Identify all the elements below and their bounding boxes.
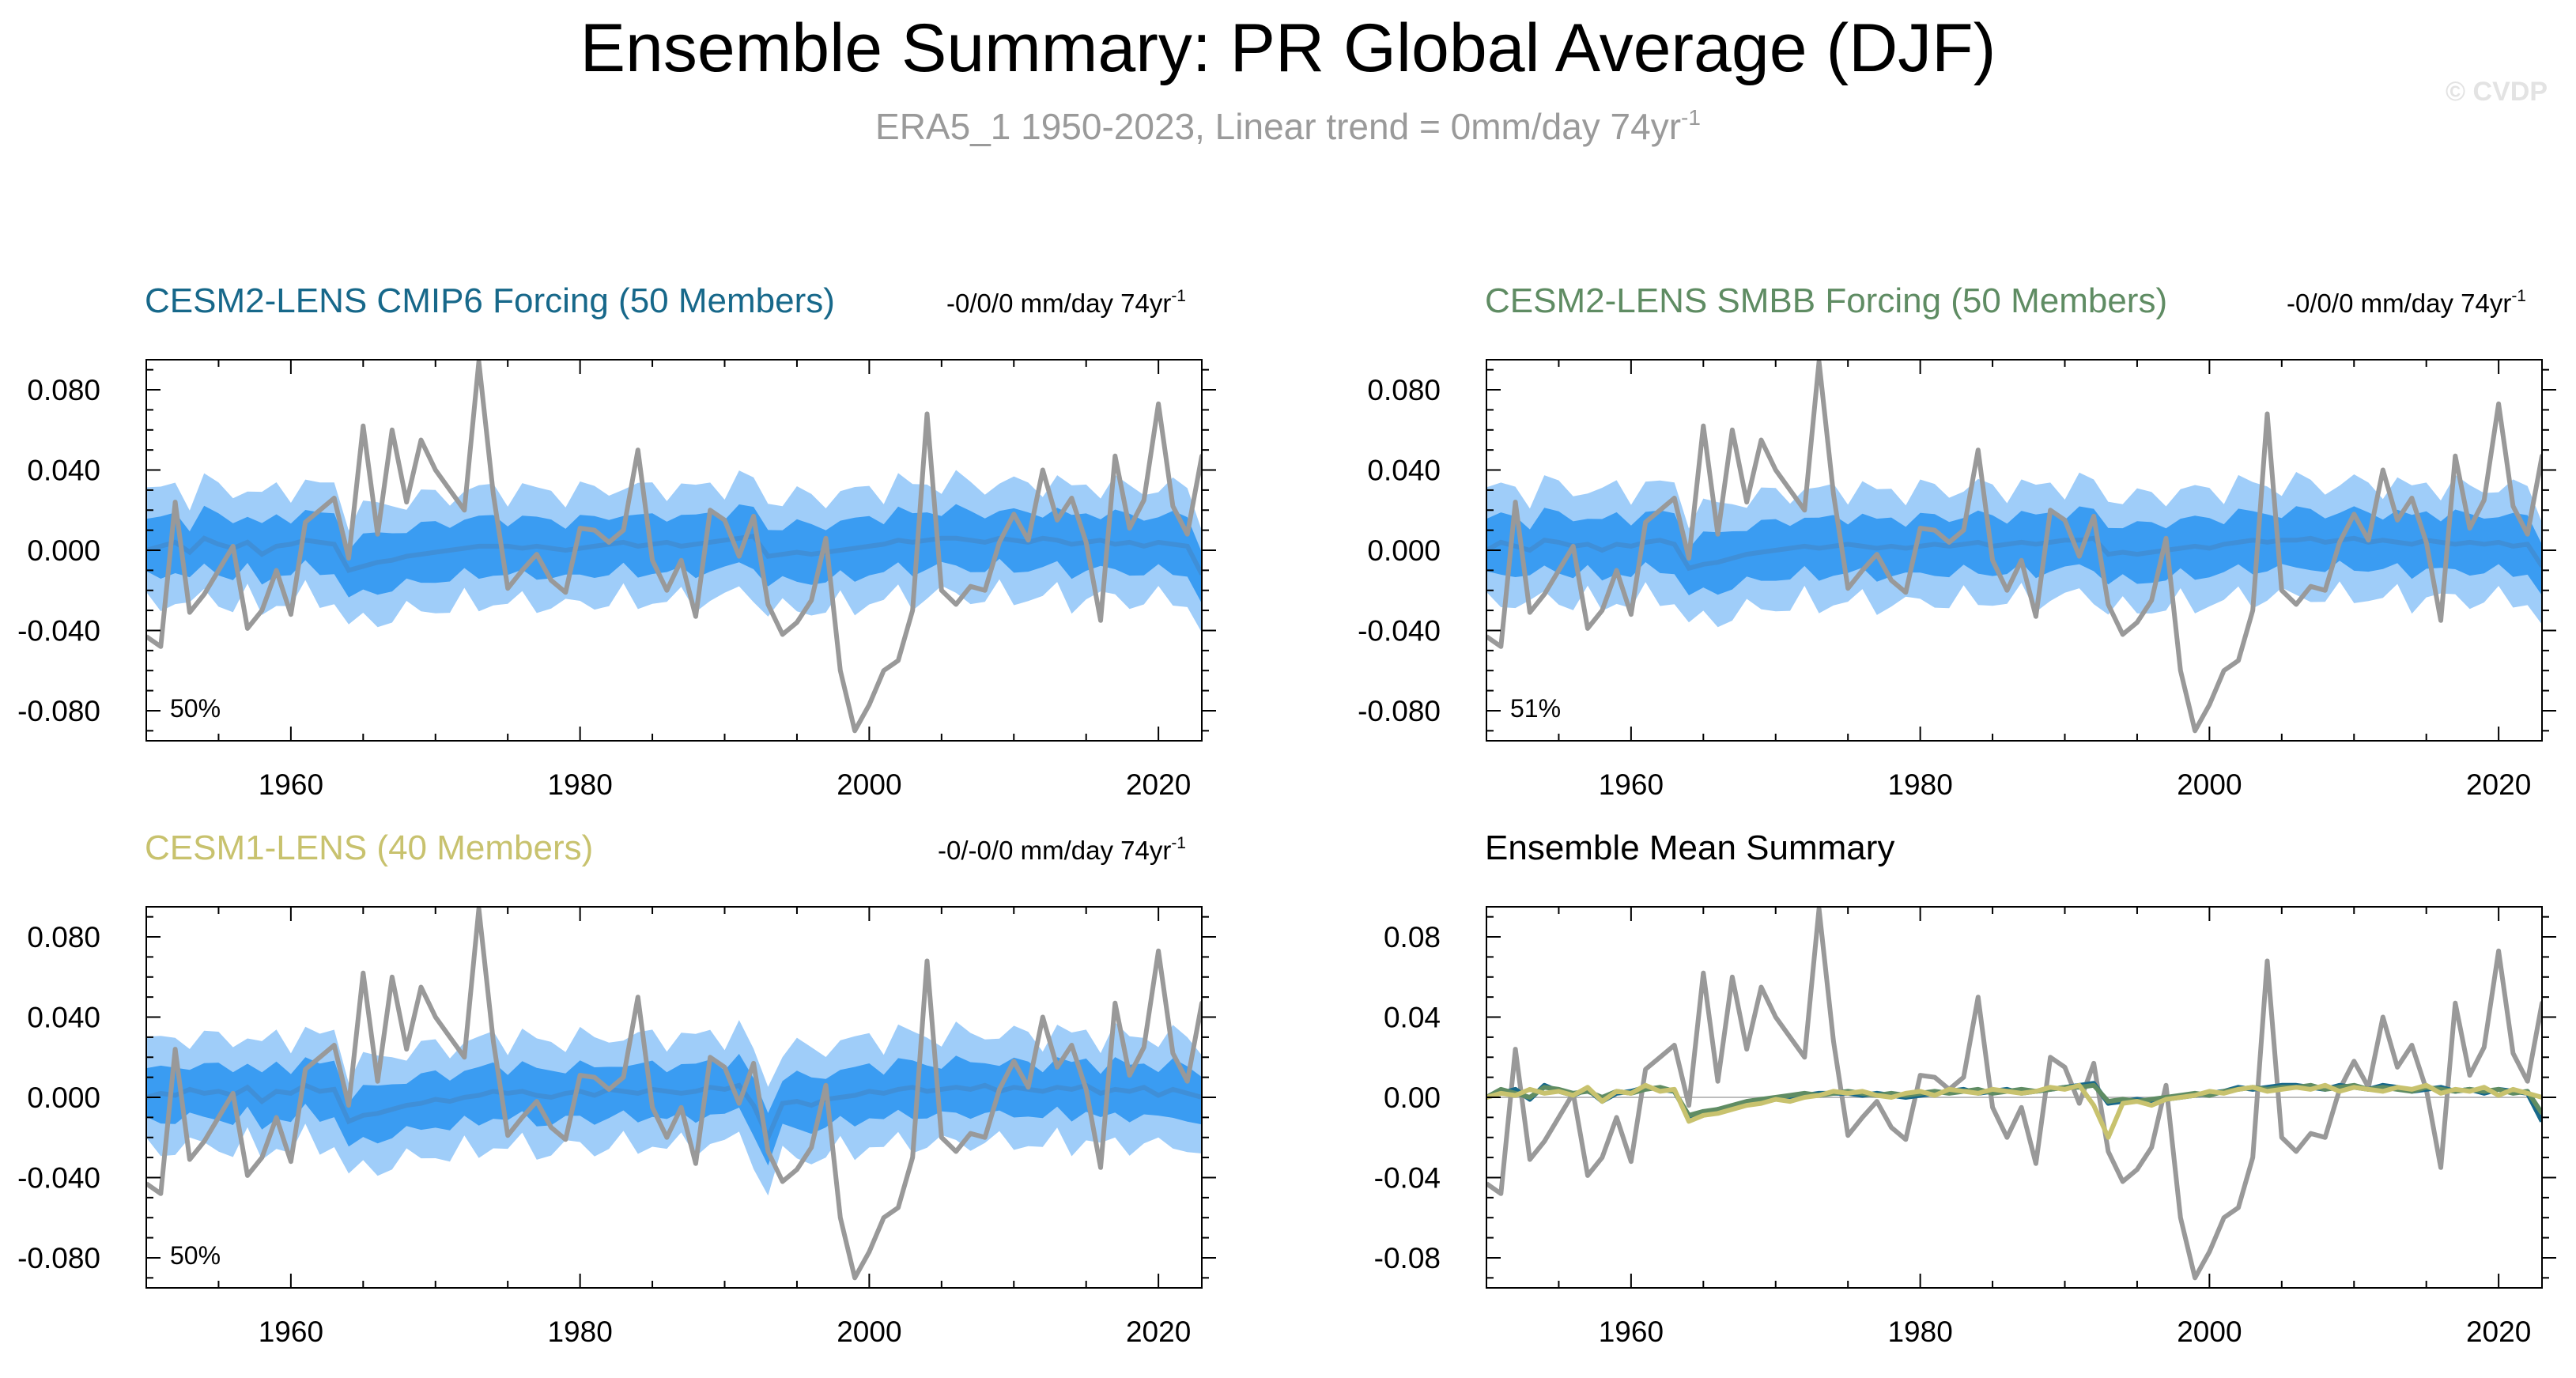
plot-area	[1486, 360, 2542, 734]
y-tick-label: 0.000	[27, 1082, 100, 1114]
panel-title: CESM2-LENS CMIP6 Forcing (50 Members)	[145, 281, 835, 320]
panel-ensemble-mean-summary: Ensemble Mean Summary 1960 1980 2000 2020 0.0…	[1374, 829, 2556, 1348]
trend-label-sup: -1	[2511, 287, 2526, 305]
trend-label-main: -0/0/0 mm/day 74yr	[946, 289, 1171, 318]
x-tick-label: 1960	[259, 1316, 323, 1348]
panel-title: Ensemble Mean Summary	[1485, 829, 1894, 867]
y-tick-label: -0.04	[1374, 1161, 1441, 1194]
panels: CESM2-LENS CMIP6 Forcing (50 Members) -0/…	[17, 281, 2556, 1348]
trend-label: -0/-0/0 mm/day 74yr-1	[938, 834, 1186, 865]
y-tick-label: -0.08	[1374, 1242, 1441, 1274]
x-tick-label: 2020	[2466, 768, 2531, 801]
trend-label: -0/0/0 mm/day 74yr-1	[2287, 287, 2526, 318]
y-tick-label: -0.080	[17, 1242, 100, 1274]
x-tick-label: 2000	[2177, 1316, 2242, 1348]
panel-cesm2-cmip6: CESM2-LENS CMIP6 Forcing (50 Members) -0/…	[17, 281, 1216, 801]
watermark: © CVDP	[2446, 77, 2548, 107]
observed-series-line	[146, 360, 1202, 734]
ensemble-mean-line	[146, 533, 1202, 576]
y-tick-label: -0.040	[17, 1161, 100, 1194]
y-tick-label: -0.080	[17, 695, 100, 727]
y-tick-label: -0.040	[17, 614, 100, 647]
panel-cesm2-smbb: CESM2-LENS SMBB Forcing (50 Members) -0/0…	[1358, 281, 2556, 801]
plot-area	[146, 360, 1202, 734]
x-tick-label: 2020	[2466, 1316, 2531, 1348]
x-tick-label: 1960	[259, 768, 323, 801]
x-tick-label: 2000	[837, 1316, 901, 1348]
subtitle-sup: -1	[1681, 105, 1701, 130]
panel-title: CESM1-LENS (40 Members)	[145, 829, 593, 867]
panel-title: CESM2-LENS SMBB Forcing (50 Members)	[1485, 281, 2167, 320]
trend-label-sup: -1	[1171, 834, 1186, 852]
ensemble-mean-line	[146, 1082, 1202, 1144]
panel-cesm1: CESM1-LENS (40 Members) -0/-0/0 mm/day 74…	[17, 829, 1216, 1348]
x-tick-label: 1960	[1599, 768, 1664, 801]
y-tick-label: 0.080	[1367, 374, 1441, 406]
y-tick-label: 0.000	[1367, 534, 1441, 567]
plot-area	[146, 907, 1202, 1281]
subtitle-main: ERA5_1 1950-2023, Linear trend = 0mm/day…	[875, 106, 1681, 147]
observed-series-line	[1486, 360, 2542, 734]
y-tick-label: 0.080	[27, 921, 100, 953]
y-tick-label: -0.080	[1358, 695, 1441, 727]
x-tick-label: 2020	[1126, 768, 1191, 801]
x-tick-label: 2020	[1126, 1316, 1191, 1348]
percent-label: 51%	[1510, 694, 1561, 723]
y-tick-label: 0.040	[1367, 455, 1441, 487]
percent-label: 50%	[170, 1241, 221, 1270]
trend-label-main: -0/-0/0 mm/day 74yr	[938, 836, 1171, 865]
x-tick-label: 1980	[1887, 1316, 1952, 1348]
trend-label: -0/0/0 mm/day 74yr-1	[946, 287, 1186, 318]
y-tick-label: 0.080	[27, 374, 100, 406]
y-tick-label: 0.04	[1384, 1002, 1441, 1034]
figure-title: Ensemble Summary: PR Global Average (DJF…	[580, 10, 1996, 86]
observed-series-line	[1486, 907, 2542, 1281]
y-tick-label: 0.040	[27, 1002, 100, 1034]
y-tick-label: 0.00	[1384, 1082, 1441, 1114]
x-tick-label: 2000	[2177, 768, 2242, 801]
x-tick-label: 1980	[1887, 768, 1952, 801]
y-tick-label: 0.040	[27, 455, 100, 487]
figure-subtitle: ERA5_1 1950-2023, Linear trend = 0mm/day…	[875, 105, 1701, 147]
y-tick-label: -0.040	[1358, 614, 1441, 647]
x-tick-label: 1980	[547, 768, 612, 801]
percent-label: 50%	[170, 694, 221, 723]
observed-series-line	[146, 907, 1202, 1281]
y-tick-label: 0.08	[1384, 921, 1441, 953]
x-tick-label: 1980	[547, 1316, 612, 1348]
plot-area	[1486, 907, 2542, 1281]
ensemble-mean-line-cesm1	[1486, 1082, 2542, 1140]
trend-label-sup: -1	[1171, 287, 1186, 305]
trend-label-main: -0/0/0 mm/day 74yr	[2287, 289, 2511, 318]
x-tick-label: 1960	[1599, 1316, 1664, 1348]
x-tick-label: 2000	[837, 768, 901, 801]
ensemble-mean-line	[1486, 535, 2542, 572]
y-tick-label: 0.000	[27, 534, 100, 567]
